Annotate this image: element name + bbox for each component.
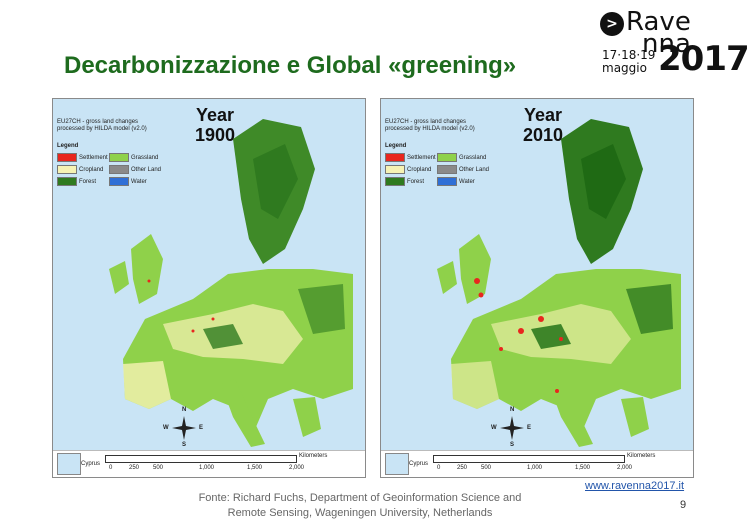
- year-word: Year: [524, 105, 563, 125]
- source-line2: Remote Sensing, Wageningen University, N…: [227, 507, 493, 519]
- logo-line2: nna: [642, 29, 691, 59]
- compass-w: W: [491, 425, 497, 431]
- legend-item-water: Water: [109, 177, 147, 186]
- scale-tick: 1,500: [247, 465, 263, 471]
- legend-swatch: [109, 165, 129, 174]
- legend-label: Forest: [407, 178, 425, 185]
- map-scale-bar: Cyprus 0 250 500 1,000 1,500 2,000 Kilom…: [381, 450, 693, 477]
- legend-label: Grassland: [459, 154, 487, 161]
- map-info: EU27CH - gross land changes processed by…: [57, 119, 147, 133]
- legend-item-cropland: Cropland: [57, 165, 103, 174]
- compass-e: E: [527, 425, 532, 431]
- cyprus-label: Cyprus: [409, 461, 429, 467]
- compass-s: S: [182, 442, 187, 448]
- map-year-label: Year 2010: [523, 105, 563, 145]
- legend-item-settlement: Settlement: [385, 153, 436, 162]
- website-link[interactable]: www.ravenna2017.it: [585, 480, 685, 492]
- logo-month: maggio: [602, 61, 647, 75]
- legend-label: Cropland: [407, 166, 432, 173]
- legend-swatch: [57, 177, 77, 186]
- logo-arrow-icon: >: [600, 12, 624, 36]
- legend-title: Legend: [385, 143, 407, 149]
- legend-swatch: [437, 177, 457, 186]
- legend-label: Other Land: [459, 166, 490, 173]
- legend-title: Legend: [57, 143, 79, 149]
- slide-title: Decarbonizzazione e Global «greening»: [64, 52, 517, 79]
- scale-tick: 2,000: [617, 465, 633, 471]
- legend-label: Forest: [79, 178, 97, 185]
- map-info-line2: processed by HILDA model (v2.0): [57, 126, 147, 132]
- legend-item-grassland: Grassland: [109, 153, 158, 162]
- map-info: EU27CH - gross land changes processed by…: [385, 119, 475, 133]
- legend-item-grassland: Grassland: [437, 153, 486, 162]
- page-number: 9: [680, 499, 687, 511]
- legend-swatch: [109, 153, 129, 162]
- scale-tick: 0: [109, 465, 113, 471]
- year-value: 1900: [195, 125, 236, 145]
- legend-item-forest: Forest: [57, 177, 96, 186]
- legend-item-forest: Forest: [385, 177, 424, 186]
- legend-item-other-land: Other Land: [437, 165, 489, 174]
- legend-label: Cropland: [79, 166, 104, 173]
- scale-unit: Kilometers: [299, 453, 328, 459]
- legend-swatch: [57, 165, 77, 174]
- map-info-line2: processed by HILDA model (v2.0): [385, 126, 475, 132]
- map-info-line1: EU27CH - gross land changes: [57, 119, 139, 125]
- scale-tick: 250: [457, 465, 468, 471]
- cyprus-inset: [57, 453, 81, 475]
- cyprus-inset: [385, 453, 409, 475]
- scale-bar: [433, 455, 625, 463]
- scale-tick: 250: [129, 465, 140, 471]
- europe-land-map-2010: EU27CH - gross land changes processed by…: [380, 98, 694, 478]
- logo-line1: Rave: [626, 7, 691, 37]
- compass-w: W: [163, 425, 169, 431]
- scale-tick: 1,000: [199, 465, 215, 471]
- compass-s: S: [510, 442, 515, 448]
- legend-swatch: [437, 153, 457, 162]
- legend-swatch: [385, 177, 405, 186]
- europe-land-map-1900: EU27CH - gross land changes processed by…: [52, 98, 366, 478]
- map-year-label: Year 1900: [195, 105, 235, 145]
- cyprus-label: Cyprus: [81, 461, 101, 467]
- legend-swatch: [437, 165, 457, 174]
- logo-dates: 17·18·19: [602, 48, 656, 62]
- scale-tick: 500: [153, 465, 164, 471]
- legend-label: Other Land: [131, 166, 162, 173]
- legend-item-settlement: Settlement: [57, 153, 108, 162]
- legend-swatch: [385, 165, 405, 174]
- legend-swatch: [57, 153, 77, 162]
- scale-unit: Kilometers: [627, 453, 656, 459]
- legend-swatch: [109, 177, 129, 186]
- compass-e: E: [199, 425, 204, 431]
- scale-tick: 1,500: [575, 465, 591, 471]
- legend-item-cropland: Cropland: [385, 165, 431, 174]
- legend-label: Settlement: [79, 154, 108, 161]
- compass-n: N: [182, 407, 187, 413]
- scale-tick: 0: [437, 465, 441, 471]
- year-value: 2010: [523, 125, 564, 145]
- legend-item-other-land: Other Land: [109, 165, 161, 174]
- europe-map-graphic: [109, 119, 353, 447]
- map-scale-bar: Cyprus 0 250 500 1,000 1,500 2,000 Kilom…: [53, 450, 365, 477]
- legend-label: Water: [459, 178, 475, 185]
- map-info-line1: EU27CH - gross land changes: [385, 119, 467, 125]
- legend-label: Settlement: [407, 154, 436, 161]
- legend-swatch: [385, 153, 405, 162]
- compass-n: N: [510, 407, 515, 413]
- legend-label: Water: [131, 178, 147, 185]
- legend-item-water: Water: [437, 177, 475, 186]
- scale-tick: 1,000: [527, 465, 543, 471]
- source-line1: Fonte: Richard Fuchs, Department of Geoi…: [198, 492, 522, 504]
- europe-map-graphic: [437, 119, 681, 447]
- scale-tick: 500: [481, 465, 492, 471]
- scale-tick: 2,000: [289, 465, 305, 471]
- ravenna-2017-logo: > Rave nna 17·18·19 maggio 2017: [596, 6, 750, 76]
- source-caption: Fonte: Richard Fuchs, Department of Geoi…: [190, 491, 530, 521]
- year-word: Year: [196, 105, 235, 125]
- legend-label: Grassland: [131, 154, 159, 161]
- scale-bar: [105, 455, 297, 463]
- logo-year: 2017: [658, 39, 750, 79]
